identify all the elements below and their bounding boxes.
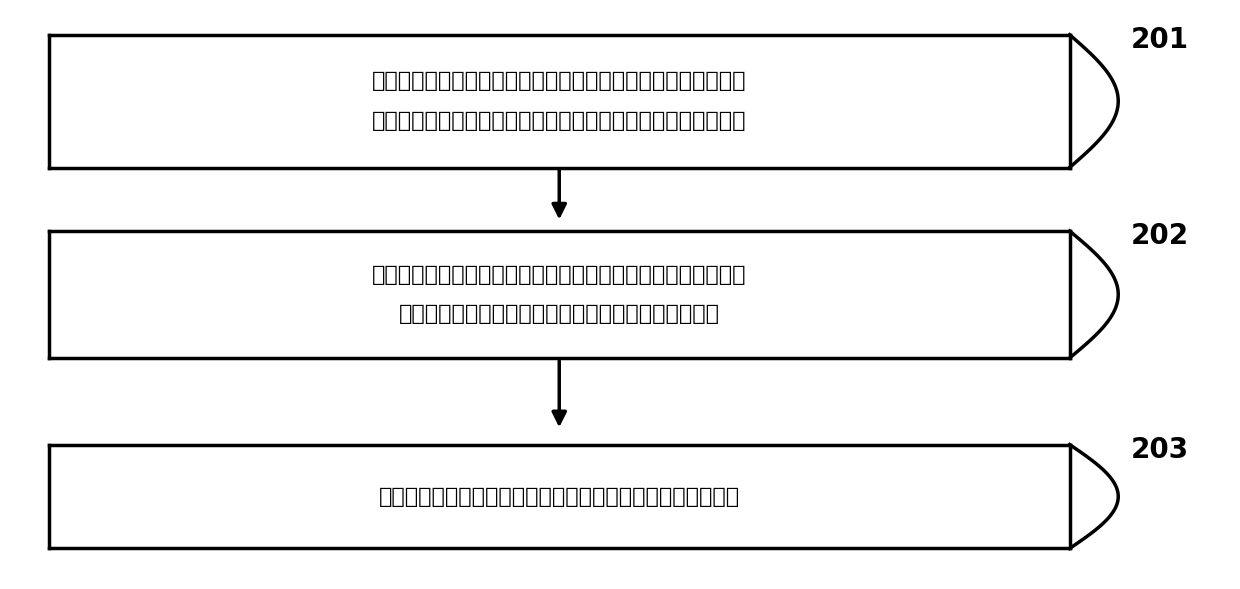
Text: 感器的信号合成值、温度传感器测量截面的质量流速信号合成值: 感器的信号合成值、温度传感器测量截面的质量流速信号合成值	[372, 111, 746, 131]
Text: 将所述温度传感器信号的补偿值作为温度传感器信号的输出值: 将所述温度传感器信号的补偿值作为温度传感器信号的输出值	[378, 487, 740, 507]
Text: 203: 203	[1131, 436, 1188, 464]
Text: 202: 202	[1131, 222, 1188, 250]
Text: 面的质量流速信号合成值获取温度传感器信号的补偿值: 面的质量流速信号合成值获取温度传感器信号的补偿值	[399, 303, 719, 323]
Text: 201: 201	[1131, 26, 1188, 54]
Text: 根据温度传感器的测量值、动态特性参数、信号合成值、测量截: 根据温度传感器的测量值、动态特性参数、信号合成值、测量截	[372, 266, 746, 286]
Text: 获取温度传感器的测量值、温度传感器的动态特性参数、温度传: 获取温度传感器的测量值、温度传感器的动态特性参数、温度传	[372, 71, 746, 91]
